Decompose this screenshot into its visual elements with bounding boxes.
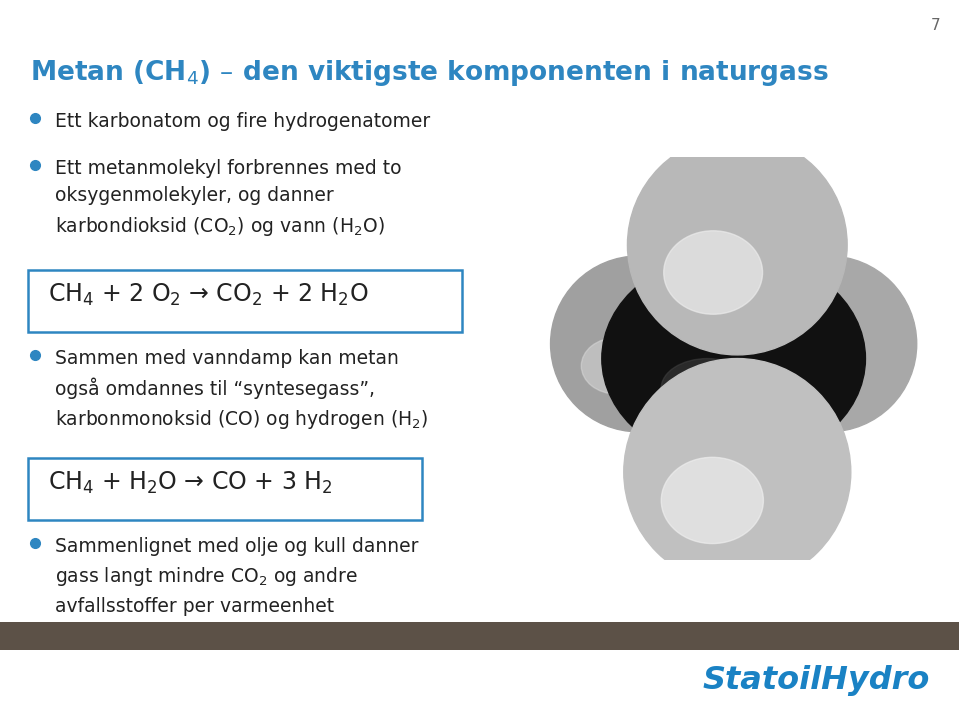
Text: 7: 7 [930,18,940,33]
Ellipse shape [581,338,651,394]
Ellipse shape [623,359,851,586]
Ellipse shape [662,457,763,544]
Text: CH$_4$ + 2 O$_2$ → CO$_2$ + 2 H$_2$O: CH$_4$ + 2 O$_2$ → CO$_2$ + 2 H$_2$O [48,282,368,308]
Text: StatoilHydro: StatoilHydro [703,665,930,696]
Text: Sammen med vanndamp kan metan
også omdannes til “syntesegass”,
karbonmonoksid (C: Sammen med vanndamp kan metan også omdan… [55,349,429,432]
FancyBboxPatch shape [28,270,462,332]
Ellipse shape [778,337,845,390]
Ellipse shape [741,256,917,432]
Ellipse shape [661,359,754,418]
Ellipse shape [664,231,762,315]
Bar [0,622,959,650]
Text: Metan (CH$_4$) – den viktigste komponenten i naturgass: Metan (CH$_4$) – den viktigste komponent… [30,58,829,88]
Ellipse shape [602,252,865,465]
FancyBboxPatch shape [28,458,422,520]
Text: CH$_4$ + H$_2$O → CO + 3 H$_2$: CH$_4$ + H$_2$O → CO + 3 H$_2$ [48,470,333,496]
Ellipse shape [550,256,726,432]
Text: Ett karbonatom og fire hydrogenatomer: Ett karbonatom og fire hydrogenatomer [55,112,431,131]
Text: Sammenlignet med olje og kull danner
gass langt mindre CO$_2$ og andre
avfallsst: Sammenlignet med olje og kull danner gas… [55,537,418,616]
Text: Ett metanmolekyl forbrennes med to
oksygenmolekyler, og danner
karbondioksid (CO: Ett metanmolekyl forbrennes med to oksyg… [55,159,402,238]
Ellipse shape [627,135,847,355]
